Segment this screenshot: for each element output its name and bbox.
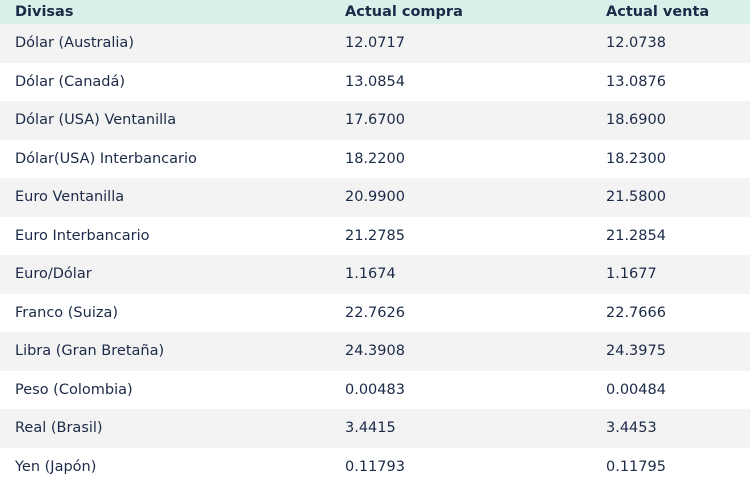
header-cell: Actual compra [345, 0, 463, 24]
table-row: Peso (Colombia) 0.00483 0.00484 [0, 371, 750, 410]
currency-name: Euro Interbancario [15, 217, 150, 256]
rate-cell: 21.5800 [606, 178, 666, 217]
rate-cell: 12.0738 [606, 24, 666, 63]
rate-cell: 18.2200 [345, 140, 405, 179]
rate-cell: 0.00484 [606, 371, 666, 410]
currency-name: Dólar (Australia) [15, 24, 134, 63]
rate-cell: 21.2785 [345, 217, 405, 256]
table-row: Libra (Gran Bretaña) 24.3908 24.3975 [0, 332, 750, 371]
table-row: Franco (Suiza) 22.7626 22.7666 [0, 294, 750, 333]
header-cell: Divisas [15, 0, 73, 24]
currency-name: Dólar(USA) Interbancario [15, 140, 197, 179]
rate-cell: 22.7626 [345, 294, 405, 333]
rate-cell: 0.11793 [345, 448, 405, 486]
currency-name: Real (Brasil) [15, 409, 103, 448]
rate-cell: 12.0717 [345, 24, 405, 63]
rate-cell: 22.7666 [606, 294, 666, 333]
currency-name: Franco (Suiza) [15, 294, 118, 333]
rate-cell: 1.1674 [345, 255, 396, 294]
table-row: Euro/Dólar 1.1674 1.1677 [0, 255, 750, 294]
rate-cell: 0.00483 [345, 371, 405, 410]
rate-cell: 1.1677 [606, 255, 657, 294]
rate-cell: 3.4453 [606, 409, 657, 448]
rate-cell: 18.6900 [606, 101, 666, 140]
currency-name: Peso (Colombia) [15, 371, 133, 410]
currency-name: Dólar (USA) Ventanilla [15, 101, 176, 140]
table-row: Dólar (Canadá) 13.0854 13.0876 [0, 63, 750, 102]
rate-cell: 0.11795 [606, 448, 666, 486]
currency-name: Euro/Dólar [15, 255, 92, 294]
table-row: Dólar(USA) Interbancario 18.2200 18.2300 [0, 140, 750, 179]
rate-cell: 17.6700 [345, 101, 405, 140]
currency-name: Yen (Japón) [15, 448, 96, 486]
table-row: Euro Ventanilla 20.9900 21.5800 [0, 178, 750, 217]
table-row: Real (Brasil) 3.4415 3.4453 [0, 409, 750, 448]
rate-cell: 24.3908 [345, 332, 405, 371]
rate-cell: 21.2854 [606, 217, 666, 256]
currency-name: Euro Ventanilla [15, 178, 124, 217]
header-row: Divisas Actual compra Actual venta [0, 0, 750, 24]
rate-cell: 24.3975 [606, 332, 666, 371]
rate-cell: 20.9900 [345, 178, 405, 217]
rate-cell: 13.0854 [345, 63, 405, 102]
table-row: Dólar (USA) Ventanilla 17.6700 18.6900 [0, 101, 750, 140]
table-row: Yen (Japón) 0.11793 0.11795 [0, 448, 750, 486]
rate-cell: 18.2300 [606, 140, 666, 179]
currency-name: Libra (Gran Bretaña) [15, 332, 164, 371]
rate-cell: 13.0876 [606, 63, 666, 102]
header-cell: Actual venta [606, 0, 709, 24]
table-row: Euro Interbancario 21.2785 21.2854 [0, 217, 750, 256]
currency-name: Dólar (Canadá) [15, 63, 125, 102]
rate-cell: 3.4415 [345, 409, 396, 448]
table-row: Dólar (Australia) 12.0717 12.0738 [0, 24, 750, 63]
